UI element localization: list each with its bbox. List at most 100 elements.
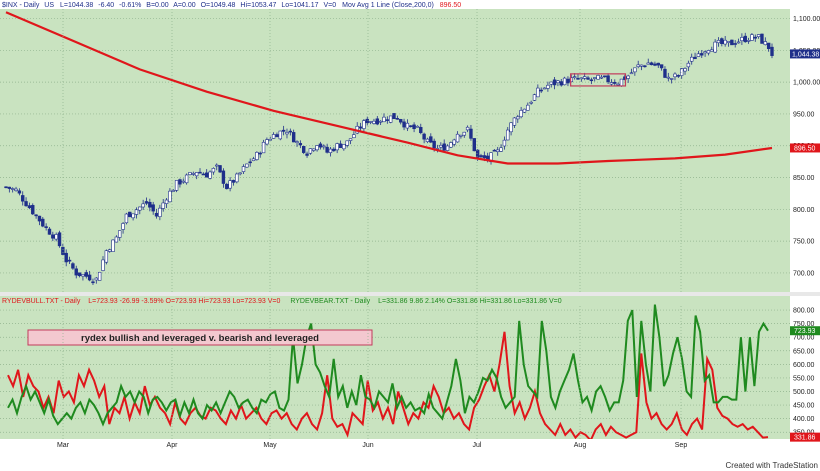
candle-body: [455, 133, 460, 143]
candle-body: [138, 206, 142, 211]
candle-body: [107, 249, 112, 252]
month-label: Sep: [675, 442, 688, 449]
candle-body: [378, 120, 383, 123]
bear-price-tag: 331.86: [790, 432, 820, 442]
indicator-tick-label: 450.00: [793, 403, 815, 410]
candle-body: [201, 173, 206, 176]
candle-body: [4, 186, 8, 189]
candle-body: [613, 82, 617, 84]
candle-body: [101, 259, 105, 271]
candle-body: [265, 139, 269, 145]
candle-body: [124, 213, 129, 224]
candle-body: [766, 42, 771, 50]
candle-body: [211, 168, 216, 173]
candle-body: [556, 80, 560, 84]
candle-body: [131, 213, 135, 219]
candle-body: [104, 250, 109, 263]
x-axis: Mar Apr May Jun Jul Aug Sep: [0, 9, 790, 449]
month-label: Jun: [362, 442, 373, 449]
candle-body: [606, 75, 610, 83]
candle-body: [429, 136, 433, 143]
candle-body: [713, 41, 717, 53]
candle-body: [629, 72, 634, 75]
candle-body: [191, 173, 196, 175]
candle-body: [690, 56, 694, 62]
candle-body: [726, 41, 731, 43]
candle-body: [596, 75, 600, 80]
candle-body: [442, 143, 446, 151]
candle-body: [118, 230, 122, 238]
candle-body: [562, 77, 567, 86]
candle-body: [502, 139, 507, 147]
price-tick-label: 700.00: [793, 270, 815, 277]
candle-body: [151, 204, 155, 212]
candle-body: [402, 121, 406, 128]
candle-body: [312, 148, 316, 151]
month-label: Mar: [57, 442, 70, 449]
indicator-tick-label: 750.00: [793, 321, 815, 328]
candle-body: [542, 87, 547, 90]
candle-body: [559, 81, 563, 86]
header-b: B=0.00: [146, 2, 168, 9]
candle-body: [385, 119, 390, 121]
candle-body: [743, 35, 747, 43]
candle-body: [696, 53, 701, 57]
candle-body: [730, 39, 734, 46]
price-tick-label: 1,100.00: [793, 16, 820, 23]
candle-body: [24, 201, 28, 207]
price-tick-label: 850.00: [793, 175, 815, 182]
candle-body: [706, 50, 711, 54]
candle-body: [81, 274, 85, 277]
header-change-pct: -0.61%: [119, 2, 141, 9]
candle-body: [87, 274, 92, 281]
candle-body: [168, 190, 172, 203]
header-ma-label: Mov Avg 1 Line (Close,200,0): [342, 2, 434, 9]
candle-body: [154, 212, 159, 217]
header-change: -6.40: [98, 2, 114, 9]
candle-body: [603, 75, 607, 78]
candle-body: [91, 281, 95, 284]
candle-body: [375, 118, 379, 125]
candle-body: [703, 51, 707, 54]
price-tick-label: 1,000.00: [793, 80, 820, 87]
candle-body: [21, 195, 25, 202]
month-label: May: [263, 442, 277, 449]
month-label: Apr: [167, 442, 179, 449]
candle-body: [368, 121, 373, 123]
candle-body: [522, 108, 527, 113]
candle-body: [261, 141, 266, 154]
candle-body: [659, 64, 664, 69]
bear-series-name: RYDEVBEAR.TXT - Daily: [290, 298, 370, 305]
candle-body: [395, 118, 400, 120]
candle-body: [419, 126, 423, 134]
candle-body: [288, 130, 293, 133]
candle-body: [723, 39, 727, 45]
candle-body: [532, 94, 537, 101]
candle-body: [516, 116, 520, 120]
ma-price-tag-text: 896.50: [794, 145, 816, 152]
candle-body: [582, 76, 587, 79]
candle-body: [388, 115, 393, 123]
candle-body: [128, 211, 132, 218]
candle-body: [194, 172, 199, 177]
candle-body: [693, 56, 697, 60]
indicator-tick-label: 400.00: [793, 416, 815, 423]
candle-body: [144, 201, 149, 204]
candle-body: [619, 78, 624, 87]
candle-body: [365, 118, 369, 124]
candle-body: [281, 129, 286, 132]
candle-body: [492, 149, 497, 152]
indicator-tick-label: 600.00: [793, 362, 815, 369]
candle-body: [639, 64, 644, 67]
candle-body: [462, 131, 466, 136]
candle-body: [526, 104, 530, 111]
candle-body: [164, 199, 169, 204]
candle-body: [546, 84, 550, 89]
candle-body: [328, 148, 333, 154]
candle-body: [579, 77, 584, 80]
annotation-box: rydex bullish and leveraged v. bearish a…: [27, 329, 373, 346]
candle-body: [763, 41, 768, 46]
candle-body: [666, 76, 671, 79]
candle-body: [445, 145, 450, 151]
